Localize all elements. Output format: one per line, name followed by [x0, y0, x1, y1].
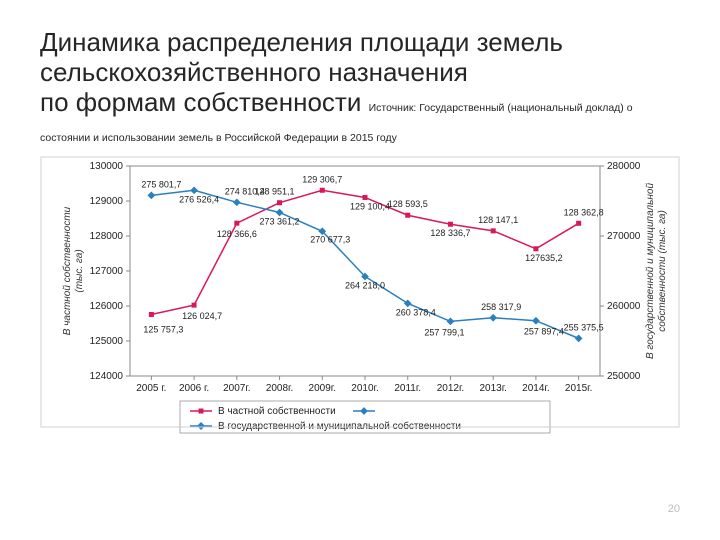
title-line2: сельскохозяйственного назначения — [40, 57, 468, 87]
svg-text:130000: 130000 — [90, 161, 124, 172]
svg-text:264 218,0: 264 218,0 — [345, 280, 385, 290]
land-ownership-chart: 124000 125000 126000 127000 128000 129000 1300… — [40, 156, 680, 456]
svg-text:274 810,4: 274 810,4 — [225, 186, 265, 196]
svg-text:2006 г.: 2006 г. — [179, 383, 209, 394]
svg-text:257 799,1: 257 799,1 — [424, 327, 464, 337]
svg-text:2009г.: 2009г. — [309, 383, 336, 394]
svg-text:127000: 127000 — [90, 266, 124, 277]
title-line1: Динамика распределения площади земель — [40, 27, 563, 57]
svg-text:2013г.: 2013г. — [479, 383, 506, 394]
svg-text:270000: 270000 — [607, 231, 641, 242]
svg-text:2014г.: 2014г. — [522, 383, 549, 394]
svg-text:В частной собственности(тыс. г: В частной собственности(тыс. га) — [61, 206, 85, 335]
svg-text:125 757,3: 125 757,3 — [143, 324, 183, 334]
svg-text:258 317,9: 258 317,9 — [481, 301, 521, 311]
svg-text:124000: 124000 — [90, 371, 124, 382]
svg-text:270 677,3: 270 677,3 — [310, 234, 350, 244]
chart-container: 124000 125000 126000 127000 128000 129000 1300… — [40, 156, 680, 456]
svg-text:129000: 129000 — [90, 196, 124, 207]
svg-text:128 336,7: 128 336,7 — [430, 228, 470, 238]
svg-text:2007г.: 2007г. — [223, 383, 250, 394]
svg-text:В государственной и муниципаль: В государственной и муниципальнойсобстве… — [645, 182, 668, 359]
page-number: 20 — [668, 503, 680, 515]
svg-text:128 147,1: 128 147,1 — [478, 214, 518, 224]
svg-text:129 100,4: 129 100,4 — [350, 201, 390, 211]
svg-text:273 361,2: 273 361,2 — [260, 216, 300, 226]
svg-text:250000: 250000 — [607, 371, 641, 382]
svg-text:2011г.: 2011г. — [394, 383, 421, 394]
svg-text:129 306,7: 129 306,7 — [302, 174, 342, 184]
svg-text:2010г.: 2010г. — [351, 383, 378, 394]
slide-title: Динамика распределения площади земель се… — [40, 28, 680, 148]
svg-text:260000: 260000 — [607, 301, 641, 312]
svg-text:255 375,5: 255 375,5 — [564, 322, 604, 332]
svg-text:126 024,7: 126 024,7 — [182, 311, 222, 321]
svg-text:275 801,7: 275 801,7 — [141, 179, 181, 189]
svg-text:В государственной и муниципаль: В государственной и муниципальной собств… — [218, 420, 461, 432]
svg-text:2012г.: 2012г. — [437, 383, 464, 394]
svg-text:128 366,6: 128 366,6 — [217, 229, 257, 239]
svg-text:128 593,5: 128 593,5 — [388, 199, 428, 209]
title-line3: по формам собственности — [40, 87, 361, 117]
svg-text:В частной собственности: В частной собственности — [218, 405, 336, 417]
svg-text:2015г.: 2015г. — [565, 383, 592, 394]
svg-text:126000: 126000 — [90, 301, 124, 312]
svg-text:128000: 128000 — [90, 231, 124, 242]
svg-text:2005 г.: 2005 г. — [136, 383, 166, 394]
svg-text:260 378,4: 260 378,4 — [396, 307, 436, 317]
svg-text:280000: 280000 — [607, 161, 641, 172]
svg-text:2008г.: 2008г. — [266, 383, 293, 394]
svg-text:128 362,8: 128 362,8 — [564, 207, 604, 217]
svg-text:276 526,4: 276 526,4 — [179, 194, 219, 204]
svg-text:125000: 125000 — [90, 336, 124, 347]
svg-text:127635,2: 127635,2 — [525, 252, 563, 262]
svg-text:257 897,4: 257 897,4 — [524, 326, 564, 336]
